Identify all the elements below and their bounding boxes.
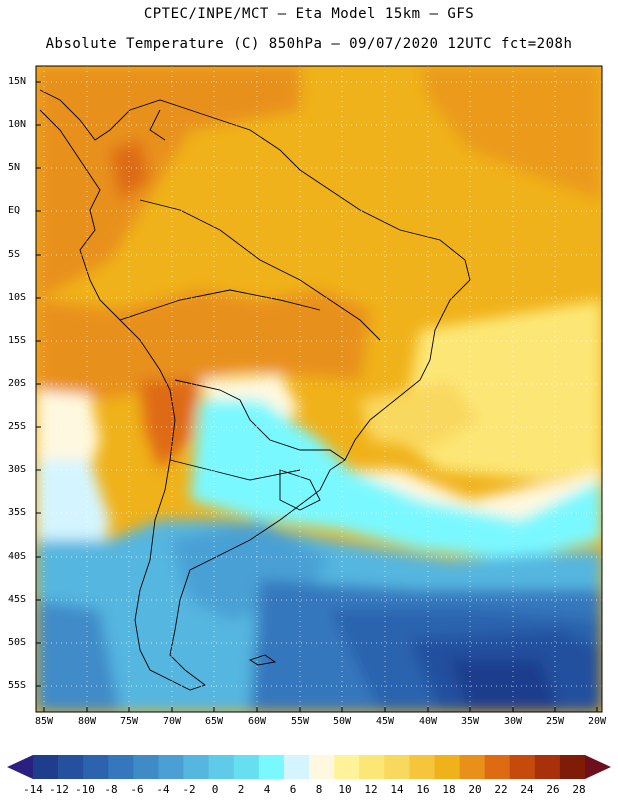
- colorbar-label: 6: [289, 783, 297, 796]
- lon-label: 45W: [375, 716, 395, 727]
- lat-label: 10N: [8, 119, 27, 130]
- lat-label: 35S: [8, 507, 27, 518]
- colorbar-swatch: [484, 755, 511, 779]
- colorbar-swatch: [33, 755, 59, 779]
- temperature-field: [36, 66, 602, 712]
- colorbar-label: 20: [468, 783, 482, 796]
- colorbar-swatch: [534, 755, 561, 779]
- lon-label: 65W: [204, 716, 224, 727]
- colorbar-swatch: [208, 755, 235, 779]
- lon-label: 40W: [418, 716, 438, 727]
- colorbar-label: 12: [364, 783, 378, 796]
- colorbar-swatch: [233, 755, 260, 779]
- lon-label: 85W: [34, 716, 54, 727]
- colorbar-swatch: [334, 755, 360, 779]
- colorbar-high-arrow: [585, 755, 611, 779]
- colorbar-swatch: [283, 755, 310, 779]
- lat-label: 25S: [8, 421, 27, 432]
- lon-label: 70W: [162, 716, 182, 727]
- colorbar-label: 16: [416, 783, 430, 796]
- lon-label: 20W: [587, 716, 607, 727]
- lat-label: 55S: [8, 680, 27, 691]
- colorbar-label: 18: [442, 783, 456, 796]
- colorbar-label: 8: [315, 783, 323, 796]
- lat-label: 50S: [8, 637, 27, 648]
- lat-label: 40S: [8, 551, 27, 562]
- lat-label: 15N: [8, 76, 27, 87]
- colorbar-swatch: [183, 755, 209, 779]
- colorbar: [7, 755, 611, 779]
- lat-label: 10S: [8, 292, 27, 303]
- lon-label: 50W: [332, 716, 352, 727]
- coastlines: [39, 89, 471, 691]
- map-frame: [35, 65, 603, 713]
- lon-label: 25W: [545, 716, 565, 727]
- colorbar-swatch: [434, 755, 460, 779]
- colorbar-low-arrow: [7, 755, 33, 779]
- colorbar-label: -4: [156, 783, 170, 796]
- colorbar-label: -2: [182, 783, 196, 796]
- colorbar-label: -14: [23, 783, 43, 796]
- lon-label: 55W: [290, 716, 310, 727]
- colorbar-label: 28: [572, 783, 586, 796]
- colorbar-swatch: [258, 755, 285, 779]
- colorbar-swatch: [58, 755, 84, 779]
- colorbar-label: 14: [390, 783, 404, 796]
- colorbar-label: 0: [211, 783, 219, 796]
- axis-ticks: [36, 81, 598, 712]
- colorbar-swatch: [108, 755, 134, 779]
- lat-label: 30S: [8, 464, 27, 475]
- colorbar-label: -6: [130, 783, 144, 796]
- colorbar-swatch: [409, 755, 435, 779]
- colorbar-label: -10: [75, 783, 95, 796]
- lon-label: 30W: [503, 716, 523, 727]
- lat-label: 15S: [8, 335, 27, 346]
- colorbar-label: -8: [104, 783, 118, 796]
- colorbar-label: 26: [546, 783, 560, 796]
- colorbar-swatch: [459, 755, 485, 779]
- lat-label: 45S: [8, 594, 27, 605]
- lon-label: 35W: [460, 716, 480, 727]
- colorbar-label: 22: [494, 783, 508, 796]
- colorbar-swatch: [83, 755, 109, 779]
- lat-label: 20S: [8, 378, 27, 389]
- lon-label: 60W: [247, 716, 267, 727]
- map-title-line2: Absolute Temperature (C) 850hPa – 09/07/…: [45, 36, 573, 52]
- colorbar-swatch: [309, 755, 335, 779]
- lat-label: 5S: [8, 249, 21, 260]
- colorbar-swatch: [559, 755, 586, 779]
- colorbar-label: 4: [263, 783, 271, 796]
- colorbar-label: 10: [338, 783, 352, 796]
- colorbar-swatch: [384, 755, 410, 779]
- lat-label: EQ: [8, 205, 21, 216]
- colorbar-swatch: [133, 755, 159, 779]
- colorbar-label: 2: [237, 783, 245, 796]
- colorbar-swatch: [158, 755, 184, 779]
- colorbar-swatch: [359, 755, 385, 779]
- colorbar-swatch: [509, 755, 536, 779]
- lat-label: 5N: [8, 162, 21, 173]
- map-title-line1: CPTEC/INPE/MCT – Eta Model 15km – GFS: [143, 6, 475, 22]
- colorbar-label: -12: [49, 783, 69, 796]
- colorbar-label: 24: [520, 783, 534, 796]
- lon-label: 75W: [119, 716, 139, 727]
- lon-label: 80W: [77, 716, 97, 727]
